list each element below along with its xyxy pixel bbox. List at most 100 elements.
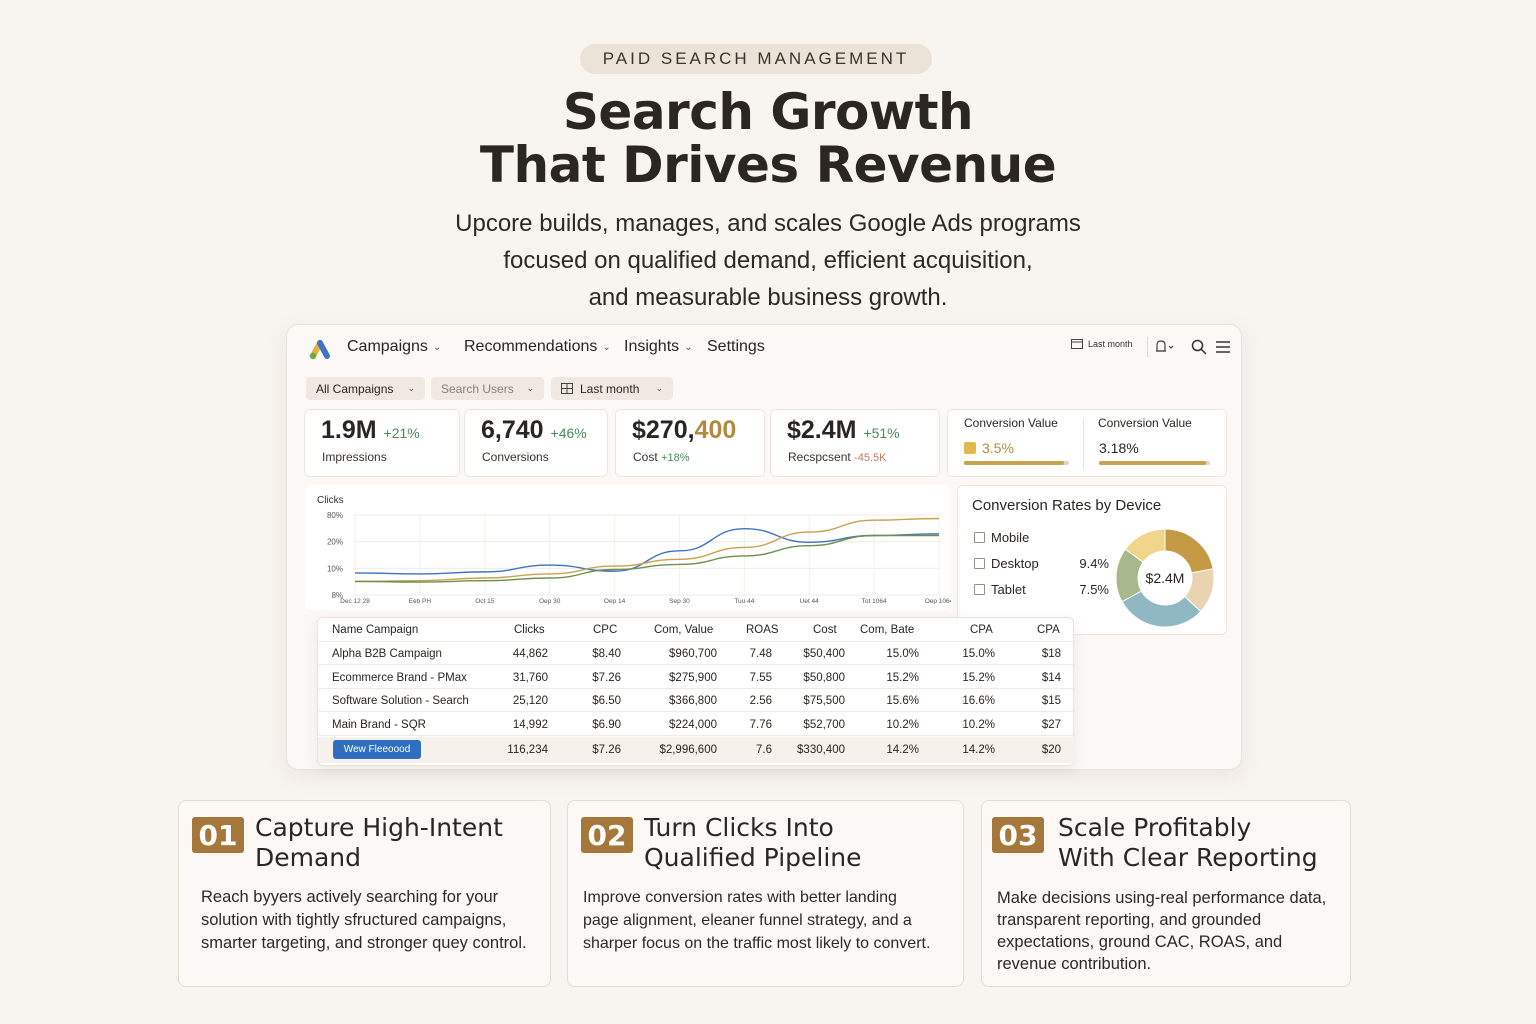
column-header[interactable]: CPA <box>1037 624 1060 636</box>
feature-card-1: 01 Capture High-Intent Demand Reach byye… <box>178 800 551 987</box>
calendar-icon <box>561 383 573 394</box>
feature-title-line: Qualified Pipeline <box>644 843 862 872</box>
table-cell: $14 <box>1041 671 1061 684</box>
table-cell: 25,120 <box>512 695 548 707</box>
view-report-button[interactable]: Wew Fleeoood <box>333 740 421 759</box>
kpi-revenue-label: Recspcsent <box>788 450 851 464</box>
conversion-value-title: Conversion Value <box>1098 416 1192 430</box>
table-row[interactable]: Main Brand - SQR 14,992 $6.90 $224,000 7.76 $… <box>318 713 1075 736</box>
date-range-label: Last month <box>1088 339 1133 349</box>
calendar-icon <box>1071 339 1083 349</box>
series-line-2[interactable] <box>354 534 939 583</box>
legend-desktop[interactable]: Desktop 9.4% <box>974 556 1109 571</box>
table-cell: $75,500 <box>803 695 845 707</box>
menu-button[interactable] <box>1213 337 1233 357</box>
period-filter-content: Last month <box>561 382 639 396</box>
kpi-cost-delta: +18% <box>661 452 690 464</box>
feature-title-line: Turn Clicks Into <box>644 813 834 842</box>
nav-recommendations[interactable]: Recommendations ⌄ <box>464 338 611 356</box>
conversion-value-title: Conversion Value <box>964 416 1058 430</box>
table-row[interactable]: Software Solution - Search 25,120 $6.50 $36… <box>318 689 1075 712</box>
campaign-name-cell[interactable]: Main Brand - SQR <box>332 718 426 731</box>
hero-title-line-1: Search Growth <box>562 83 974 141</box>
table-cell: $18 <box>1041 648 1061 660</box>
kpi-revenue-label-row: Recspcsent -45.5K <box>788 450 886 464</box>
legend-mobile[interactable]: Mobile <box>974 530 1109 545</box>
kpi-value: 1.9M +21% <box>321 416 420 445</box>
conversion-value-panel[interactable]: Conversion Value 3.5% Conversion Value 3… <box>947 409 1227 477</box>
campaign-name-cell[interactable]: Software Solution - Search <box>332 695 469 707</box>
column-header[interactable]: Com, Value <box>654 624 714 636</box>
table-cell: $52,700 <box>803 718 845 731</box>
nav-settings-label: Settings <box>707 338 765 355</box>
kpi-conversions[interactable]: 6,740 +46% Conversions <box>464 409 608 477</box>
kpi-cost-value: $270, <box>632 416 695 444</box>
nav-insights[interactable]: Insights ⌄ <box>624 338 693 356</box>
chevron-down-icon: ⌄ <box>655 383 663 393</box>
nav-campaigns-label: Campaigns <box>347 338 428 355</box>
x-tick-label: Oep 30 <box>539 598 561 605</box>
campaign-name-cell[interactable]: Ecommerce Brand - PMax <box>332 671 467 684</box>
column-header[interactable]: ROAS <box>746 624 779 636</box>
users-filter-select[interactable]: Search Users ⌄ <box>431 377 544 400</box>
campaign-name-cell[interactable]: Alpha B2B Campaign <box>332 648 442 660</box>
feature-body-line: solution with tightly sfructured campaig… <box>201 911 507 929</box>
x-tick-label: Dec 12 28 <box>340 598 370 605</box>
users-filter-label: Search Users <box>441 381 514 396</box>
column-header[interactable]: Clicks <box>514 624 545 636</box>
legend-tablet[interactable]: Tablet 7.5% <box>974 582 1109 597</box>
kpi-revenue[interactable]: $2.4M +51% Recspcsent -45.5K <box>770 409 940 477</box>
column-header[interactable]: CPC <box>593 624 618 636</box>
kpi-value: $2.4M +51% <box>787 416 900 445</box>
kpi-impressions[interactable]: 1.9M +21% Impressions <box>304 409 460 477</box>
conversion-value-progress <box>964 461 1069 465</box>
hero-subtitle-line-2: focused on qualified demand, efficient a… <box>503 247 1033 274</box>
series-line-0[interactable] <box>354 527 940 575</box>
column-header[interactable]: Cost <box>813 624 837 636</box>
y-tick-label: 10% <box>327 564 343 573</box>
kpi-impressions-delta: +21% <box>383 425 420 441</box>
device-donut-chart[interactable]: $2.4M <box>1113 526 1217 630</box>
feature-body-line: transparent reporting, and grounded <box>997 911 1262 929</box>
kpi-revenue-label-delta: -45.5K <box>854 452 887 464</box>
table-cell: 7.76 <box>749 718 772 731</box>
x-tick-label: Oct 15 <box>475 598 495 605</box>
x-tick-label: Tot 1064 <box>862 598 887 605</box>
kpi-impressions-value: 1.9M <box>321 416 377 444</box>
date-range-button[interactable]: Last month <box>1071 339 1133 349</box>
feature-number: 01 <box>192 817 244 853</box>
clicks-line-chart[interactable]: Clicks 80% 20% 10% 8%Dec 12 28 Eeb PH Oct 15 Oe… <box>305 485 951 610</box>
nav-settings[interactable]: Settings <box>707 338 765 356</box>
kpi-cost[interactable]: $270,400 Cost +18% <box>615 409 765 477</box>
feature-title-line: Demand <box>255 843 362 872</box>
column-header[interactable]: CPA <box>970 624 993 636</box>
device-panel-title: Conversion Rates by Device <box>972 497 1162 514</box>
conversion-value-progress-fill <box>1099 461 1206 465</box>
campaign-filter-select[interactable]: All Campaigns ⌄ <box>306 377 425 400</box>
search-button[interactable] <box>1189 337 1209 357</box>
feature-body: Reach byyers actively searching for your… <box>201 886 527 955</box>
kpi-cost-label-row: Cost +18% <box>633 450 689 464</box>
table-cell: 15.0% <box>886 648 919 660</box>
conversion-value-progress-fill <box>964 461 1064 465</box>
period-filter-select[interactable]: Last month ⌄ <box>551 377 673 400</box>
logo-icon[interactable] <box>309 336 335 360</box>
campaign-filter-label: All Campaigns <box>316 381 394 396</box>
chevron-down-icon: ⌄ <box>684 341 693 353</box>
feature-number: 03 <box>992 817 1044 853</box>
swatch-icon <box>964 442 976 454</box>
nav-campaigns[interactable]: Campaigns ⌄ <box>347 338 441 356</box>
feature-body-line: Reach byyers actively searching for your <box>201 888 499 906</box>
notifications-button[interactable] <box>1153 337 1177 357</box>
column-header[interactable]: Com, Bate <box>860 624 915 636</box>
series-line-1[interactable] <box>354 517 940 583</box>
chevron-down-icon: ⌄ <box>602 341 611 353</box>
feature-body-line: expectations, ground CAC, ROAS, and <box>997 933 1283 951</box>
table-cell: 10.2% <box>962 718 995 731</box>
table-row[interactable]: Alpha B2B Campaign 44,862 $8.40 $960,700 7.4… <box>318 642 1075 665</box>
table-cell: $224,000 <box>669 718 717 731</box>
table-row[interactable]: Ecommerce Brand - PMax 31,760 $7.26 $275,90… <box>318 666 1075 689</box>
column-header[interactable]: Name Campaign <box>332 624 419 636</box>
feature-card-2: 02 Turn Clicks Into Qualified Pipeline I… <box>567 800 964 987</box>
kpi-revenue-value: $2.4M <box>787 416 857 444</box>
